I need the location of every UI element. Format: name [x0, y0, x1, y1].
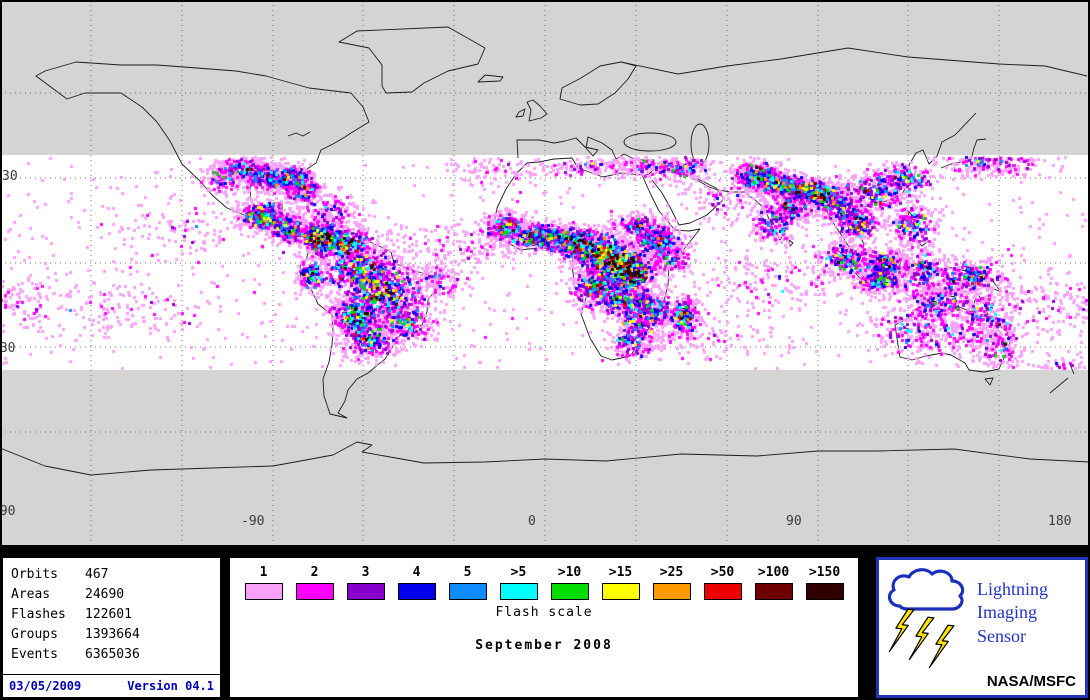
lis-branding-panel: Lightning Imaging Sensor NASA/MSFC — [876, 557, 1088, 698]
statistics-rows: Orbits 467 Areas 24690 Flashes 122601 Gr… — [3, 558, 220, 665]
flash-scale-swatch — [805, 583, 844, 600]
flash-scale-swatch — [652, 583, 691, 600]
stat-label: Events — [11, 647, 58, 662]
flash-scale-cell: 5 — [448, 565, 487, 600]
lat-axis-label: -30 — [0, 341, 16, 356]
flash-scale-title: Flash scale — [495, 605, 593, 620]
flash-scale-cell: 2 — [295, 565, 334, 600]
statistics-panel: Orbits 467 Areas 24690 Flashes 122601 Gr… — [2, 557, 221, 698]
flash-scale-label: >50 — [710, 565, 735, 580]
flash-scale-swatch — [601, 583, 640, 600]
flash-scale-label: 1 — [259, 565, 268, 580]
flash-scale-label: >150 — [808, 565, 841, 580]
flash-scale-label: 3 — [361, 565, 370, 580]
flash-scale-cell: >50 — [703, 565, 742, 600]
lon-axis-label: -90 — [241, 514, 265, 529]
stat-label: Orbits — [11, 567, 58, 582]
flash-scale-swatch — [295, 583, 334, 600]
lightning-cloud-logo-icon — [887, 568, 965, 669]
flash-scale-cell: 4 — [397, 565, 436, 600]
flash-scale-swatch — [346, 583, 385, 600]
version-label: Version 04.1 — [127, 679, 214, 693]
flash-scale-cell: 1 — [244, 565, 283, 600]
world-lightning-map: 30 -30 -90 -90 0 90 180 — [0, 0, 1090, 545]
flash-scale-label: 5 — [463, 565, 472, 580]
flash-scale-cell: >15 — [601, 565, 640, 600]
stat-label: Areas — [11, 587, 51, 602]
flash-scale-swatch — [550, 583, 589, 600]
lat-axis-label: 30 — [2, 169, 18, 184]
flash-scale-label: >100 — [757, 565, 790, 580]
flash-scale-swatch — [754, 583, 793, 600]
nasa-msfc-label: NASA/MSFC — [986, 673, 1076, 690]
flash-scale-label: >5 — [510, 565, 527, 580]
stat-label: Flashes — [11, 607, 66, 622]
flash-scale-cell: >5 — [499, 565, 538, 600]
lis-word-1: Lightning — [977, 579, 1048, 599]
flash-scale-label: 2 — [310, 565, 319, 580]
flash-scale-cell: >25 — [652, 565, 691, 600]
lon-axis-label: 180 — [1048, 514, 1072, 529]
flash-scale-cell: >150 — [805, 565, 844, 600]
flash-scale-cell: >100 — [754, 565, 793, 600]
flash-scale-cell: >10 — [550, 565, 589, 600]
lightning-bolts-icon — [888, 608, 955, 669]
flash-scale-cell: 3 — [346, 565, 385, 600]
flash-scale-label: >15 — [608, 565, 633, 580]
stat-value: 122601 — [85, 607, 132, 622]
stat-row-groups: Groups 1393664 — [11, 625, 212, 645]
lon-axis-label: 90 — [786, 514, 802, 529]
flash-scale-swatch — [499, 583, 538, 600]
flash-scale-swatch — [397, 583, 436, 600]
stat-row-events: Events 6365036 — [11, 645, 212, 665]
flash-scale-label: >25 — [659, 565, 684, 580]
flash-scale-swatch — [703, 583, 742, 600]
stat-row-flashes: Flashes 122601 — [11, 605, 212, 625]
lat-axis-label: -90 — [0, 504, 16, 519]
lis-word-3: Sensor — [977, 625, 1026, 646]
flash-scale-row: 1 2 3 4 5 >5 >10 >15 >25 >50 >100 >150 — [230, 565, 858, 600]
flash-scale-label: >10 — [557, 565, 582, 580]
flash-scale-swatch — [244, 583, 283, 600]
lightning-flash-pixels — [0, 0, 1090, 545]
stat-value: 1393664 — [85, 627, 140, 642]
flash-scale-swatch — [448, 583, 487, 600]
flash-scale-panel: 1 2 3 4 5 >5 >10 >15 >25 >50 >100 >150 Flash scale … — [229, 557, 859, 698]
stat-label: Groups — [11, 627, 58, 642]
stat-row-orbits: Orbits 467 — [11, 565, 212, 585]
stats-footer: 03/05/2009 Version 04.1 — [3, 674, 220, 697]
lis-wordmark: Lightning Imaging Sensor — [977, 578, 1048, 648]
stat-value: 24690 — [85, 587, 125, 602]
lon-axis-label: 0 — [528, 514, 536, 529]
stat-value: 6365036 — [85, 647, 140, 662]
stat-value: 467 — [85, 567, 109, 582]
map-period: September 2008 — [475, 638, 613, 653]
stat-row-areas: Areas 24690 — [11, 585, 212, 605]
flash-scale-label: 4 — [412, 565, 421, 580]
processing-date: 03/05/2009 — [9, 679, 82, 693]
lis-word-2: Imaging — [977, 602, 1037, 623]
